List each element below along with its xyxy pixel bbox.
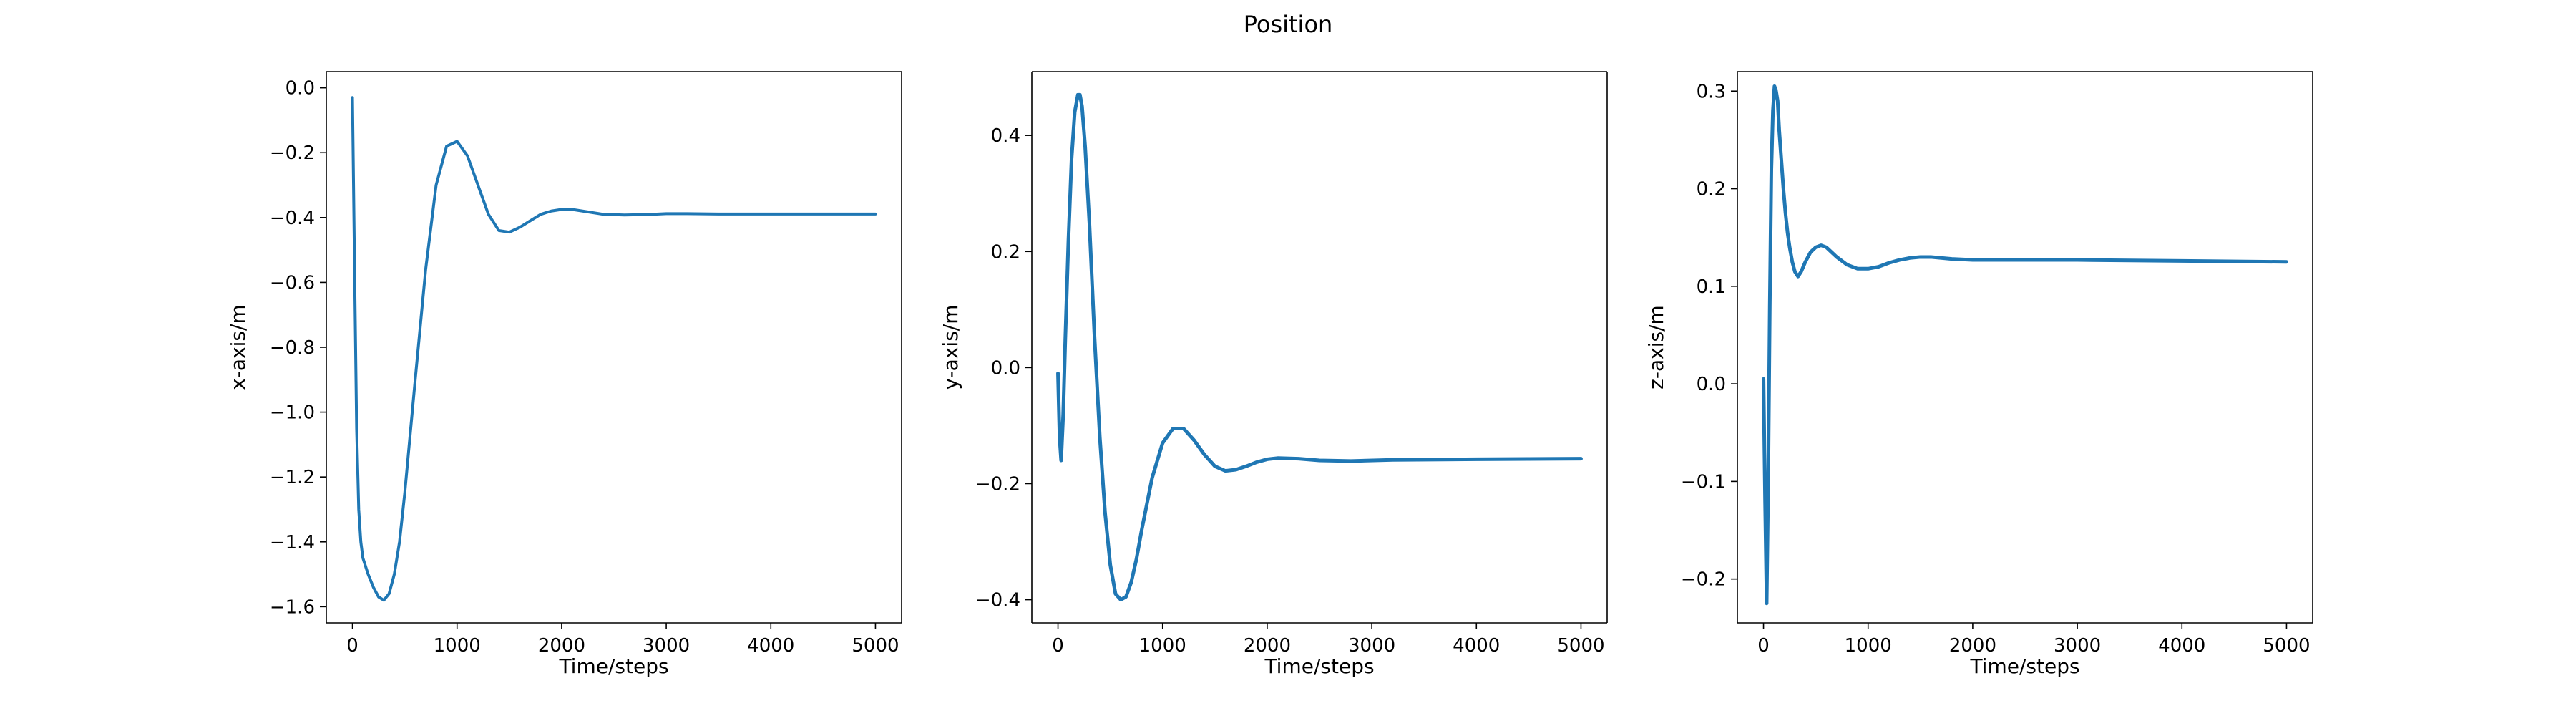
y-axis-label: y-axis/m bbox=[939, 305, 962, 390]
y-tick-label: 0.0 bbox=[1697, 374, 1726, 395]
y-tick-label: 0.2 bbox=[991, 241, 1020, 263]
x-tick-label: 3000 bbox=[1348, 635, 1395, 657]
x-tick-label: 4000 bbox=[747, 635, 794, 657]
x-tick-label: 5000 bbox=[852, 635, 899, 657]
y-tick-label: −1.0 bbox=[270, 402, 315, 424]
x-axis-label: Time/steps bbox=[1264, 654, 1374, 678]
y-tick-label: −0.2 bbox=[270, 142, 315, 164]
y-tick-label: −1.4 bbox=[270, 532, 315, 553]
figure-title: Position bbox=[1244, 11, 1333, 38]
x-tick-label: 5000 bbox=[2263, 635, 2310, 657]
y-tick-label: 0.2 bbox=[1697, 179, 1726, 200]
x-tick-label: 1000 bbox=[434, 635, 481, 657]
x-tick-label: 0 bbox=[1052, 635, 1064, 657]
x-axis-label: Time/steps bbox=[1969, 654, 2079, 678]
x-tick-label: 2000 bbox=[1244, 635, 1291, 657]
y-tick-label: 0.1 bbox=[1697, 276, 1726, 298]
x-tick-label: 0 bbox=[346, 635, 358, 657]
x-axis-label: Time/steps bbox=[558, 654, 668, 678]
x-tick-label: 2000 bbox=[1949, 635, 1996, 657]
x-tick-label: 1000 bbox=[1139, 635, 1186, 657]
x-tick-label: 3000 bbox=[2054, 635, 2101, 657]
y-tick-label: −0.6 bbox=[270, 272, 315, 294]
y-tick-label: −0.2 bbox=[975, 473, 1020, 495]
y-tick-label: −0.1 bbox=[1681, 471, 1726, 493]
y-tick-label: 0.0 bbox=[991, 357, 1020, 379]
y-tick-label: −1.2 bbox=[270, 467, 315, 488]
x-tick-label: 1000 bbox=[1845, 635, 1892, 657]
y-tick-label: −0.2 bbox=[1681, 569, 1726, 591]
x-tick-label: 0 bbox=[1757, 635, 1770, 657]
y-tick-label: 0.3 bbox=[1697, 81, 1726, 102]
x-tick-label: 3000 bbox=[643, 635, 690, 657]
y-tick-label: −1.6 bbox=[270, 596, 315, 618]
x-tick-label: 4000 bbox=[2158, 635, 2205, 657]
y-axis-label: x-axis/m bbox=[226, 304, 250, 390]
x-tick-label: 5000 bbox=[1557, 635, 1604, 657]
y-axis-label: z-axis/m bbox=[1644, 305, 1668, 390]
x-tick-label: 4000 bbox=[1453, 635, 1500, 657]
y-tick-label: −0.4 bbox=[270, 208, 315, 229]
y-tick-label: −0.4 bbox=[975, 590, 1020, 611]
y-tick-label: −0.8 bbox=[270, 337, 315, 359]
y-tick-label: 0.0 bbox=[286, 78, 315, 100]
x-tick-label: 2000 bbox=[538, 635, 585, 657]
y-tick-label: 0.4 bbox=[991, 125, 1020, 147]
